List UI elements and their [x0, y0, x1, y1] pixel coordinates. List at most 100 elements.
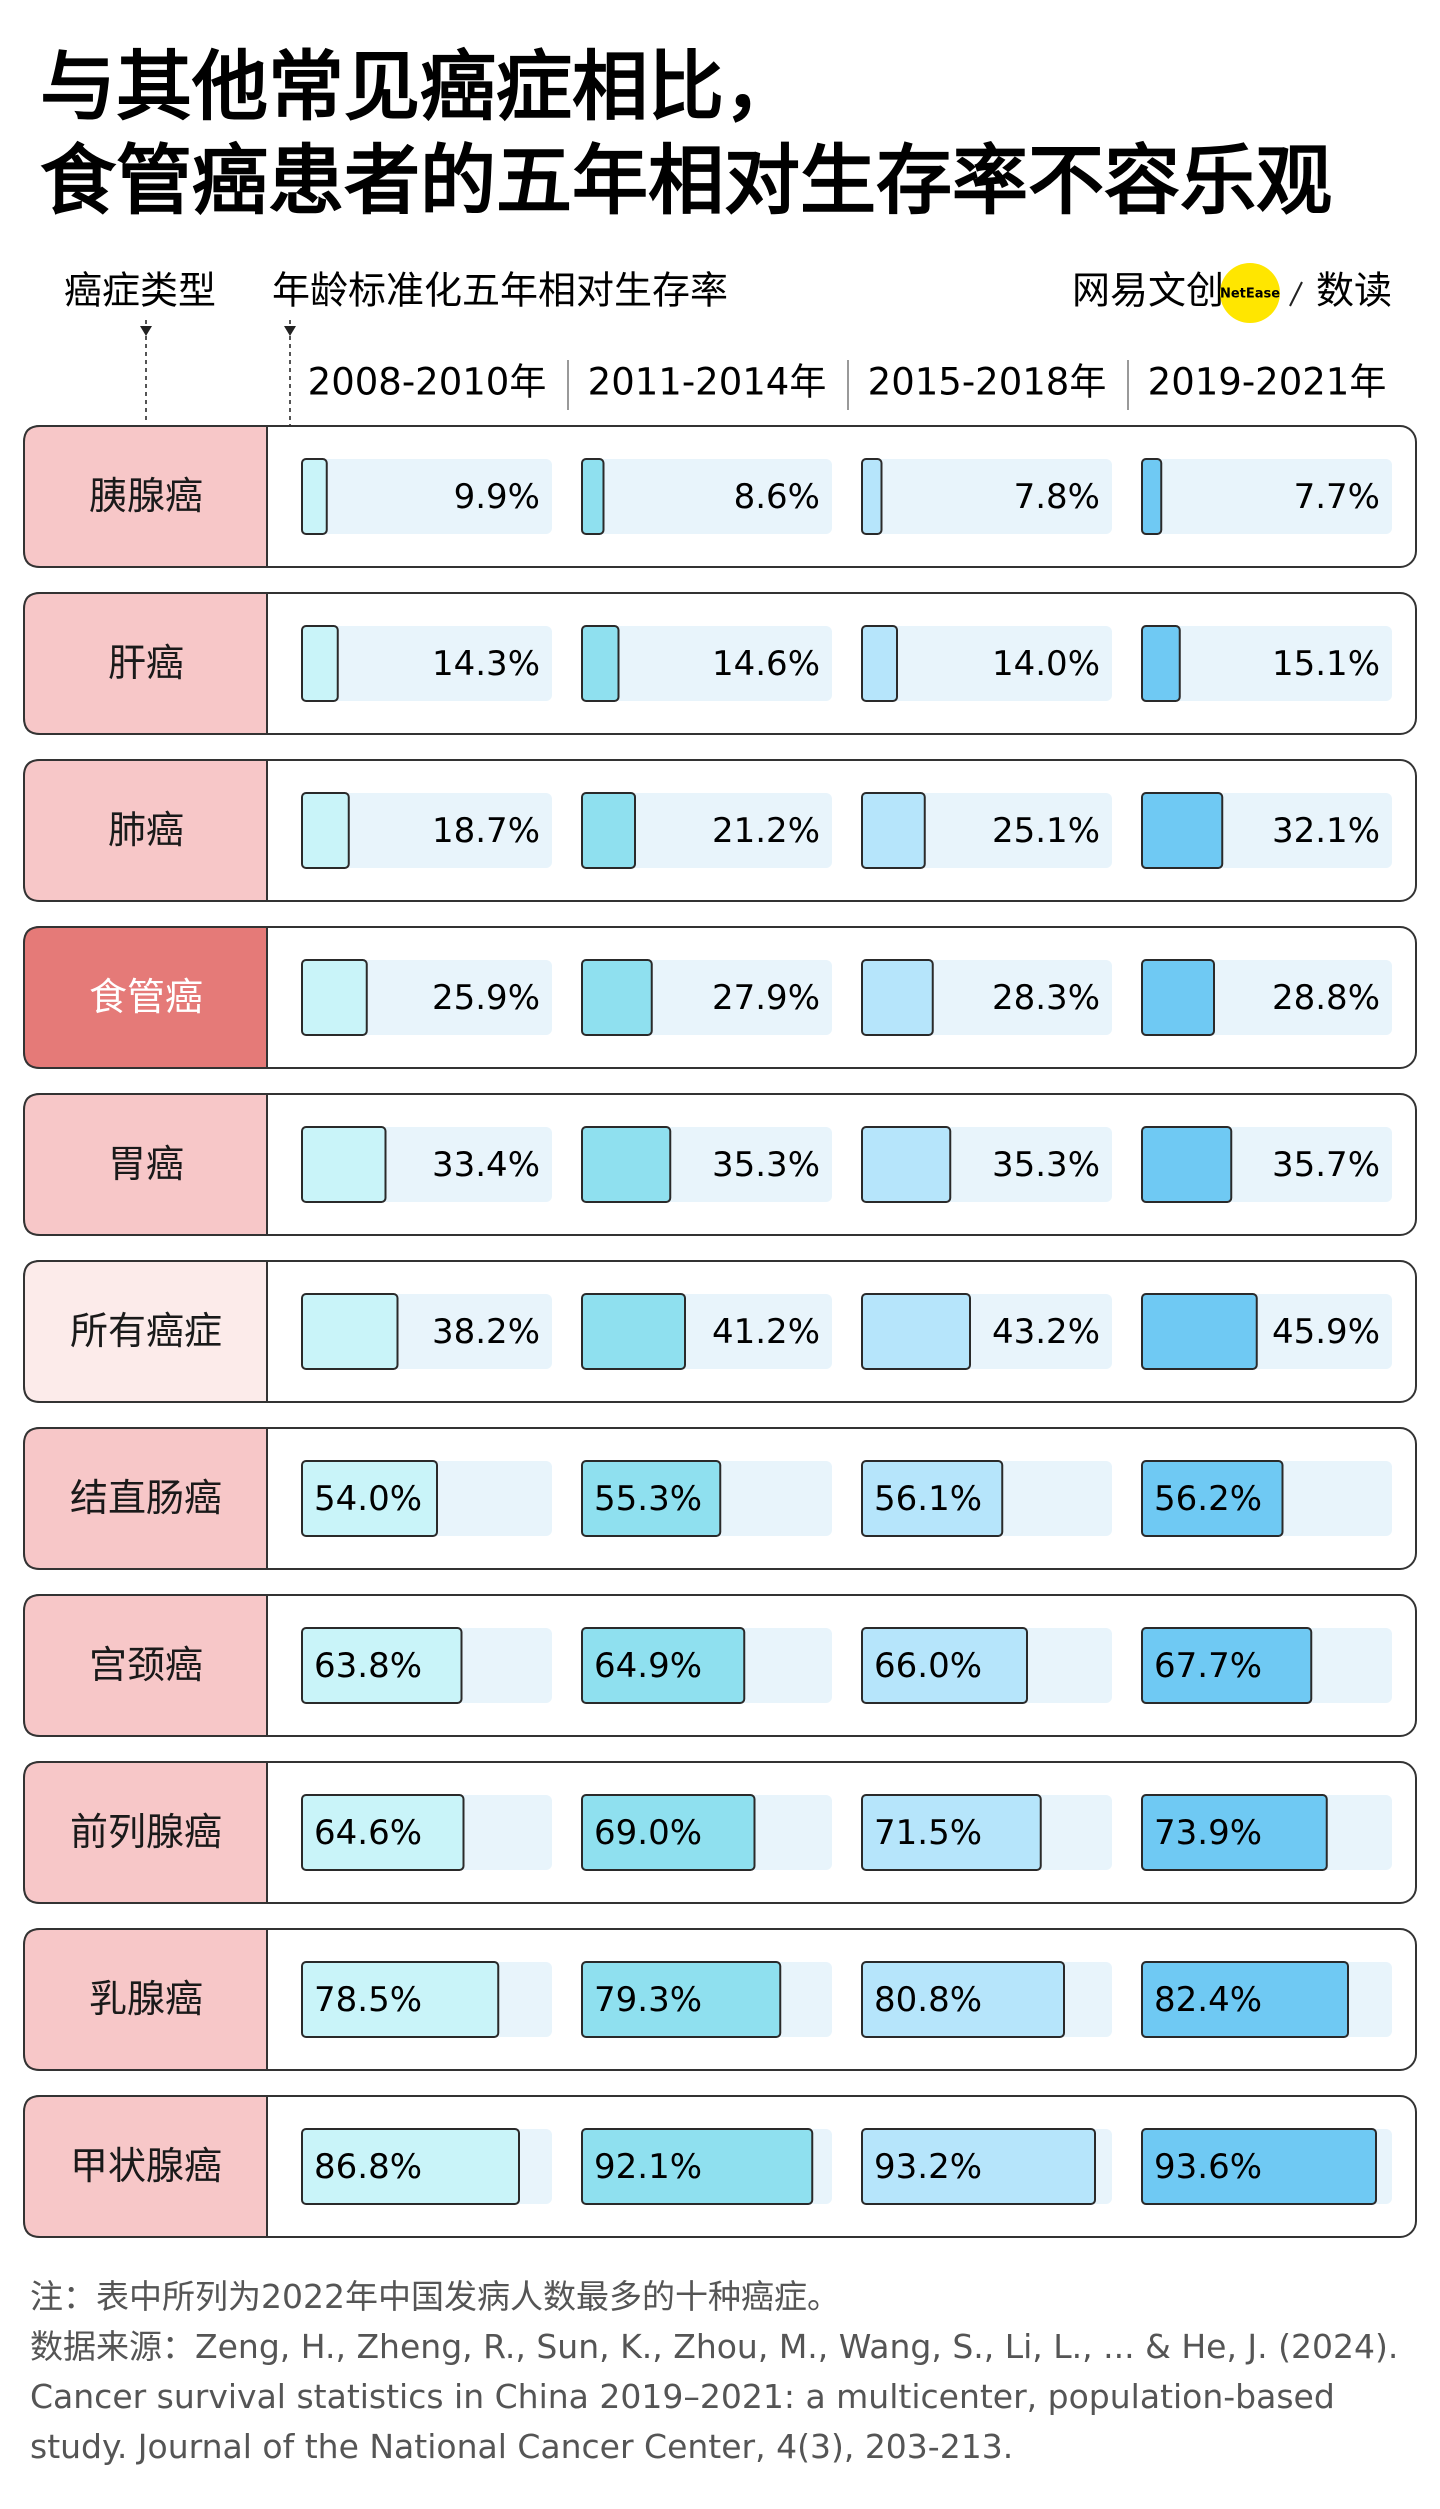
category-label: 宫颈癌 — [89, 1643, 203, 1687]
value-label: 8.6% — [734, 477, 820, 517]
value-label: 80.8% — [874, 1980, 982, 2020]
category-label: 前列腺癌 — [70, 1810, 222, 1854]
bar — [861, 1460, 1004, 1537]
category-label: 胃癌 — [108, 1142, 184, 1186]
value-label: 7.8% — [1014, 477, 1100, 517]
bar-track — [1142, 626, 1392, 701]
bar-track — [582, 459, 832, 534]
bar — [581, 1126, 672, 1203]
value-label: 45.9% — [1272, 1312, 1380, 1352]
category-cell — [23, 926, 268, 1069]
category-label: 胰腺癌 — [89, 474, 203, 518]
value-label: 38.2% — [432, 1312, 540, 1352]
note: 注：表中所列为2022年中国发病人数最多的十种癌症。 — [30, 2277, 840, 2316]
category-header: 癌症类型 — [64, 269, 216, 313]
value-label: 32.1% — [1272, 811, 1380, 851]
title-line: 食管癌患者的五年相对生存率不容乐观 — [40, 136, 1332, 225]
bar — [1141, 458, 1163, 535]
value-label: 35.7% — [1272, 1145, 1380, 1185]
value-label: 67.7% — [1154, 1646, 1262, 1686]
bar — [861, 1126, 952, 1203]
value-label: 43.2% — [992, 1312, 1100, 1352]
bar — [1141, 792, 1224, 869]
bar — [301, 1460, 438, 1537]
value-label: 73.9% — [1154, 1813, 1262, 1853]
bar — [861, 2128, 1096, 2205]
bar-track — [1142, 459, 1392, 534]
bar — [1141, 1460, 1284, 1537]
bar — [581, 1961, 782, 2038]
bar-track — [302, 793, 552, 868]
value-header: 年龄标准化五年相对生存率 — [272, 269, 728, 313]
category-label: 肝癌 — [108, 641, 184, 685]
value-label: 28.3% — [992, 978, 1100, 1018]
value-label: 93.2% — [874, 2147, 982, 2187]
value-label: 78.5% — [314, 1980, 422, 2020]
bar — [1141, 1794, 1328, 1871]
source: 数据来源：Zeng, H., Zheng, R., Sun, K., Zhou,… — [30, 2327, 1399, 2466]
value-label: 63.8% — [314, 1646, 422, 1686]
series-header: 2011-2014年 — [588, 361, 827, 404]
bar — [301, 1961, 500, 2038]
bar-track — [582, 793, 832, 868]
value-label: 25.1% — [992, 811, 1100, 851]
value-label: 9.9% — [454, 477, 540, 517]
bar — [301, 1126, 387, 1203]
value-label: 14.6% — [712, 644, 820, 684]
bar — [581, 1627, 746, 1704]
bar — [581, 959, 653, 1036]
value-label: 86.8% — [314, 2147, 422, 2187]
bar — [1141, 959, 1215, 1036]
value-label: 79.3% — [594, 1980, 702, 2020]
bar — [1141, 625, 1181, 702]
value-label: 14.0% — [992, 644, 1100, 684]
value-label: 66.0% — [874, 1646, 982, 1686]
category-cell — [23, 1594, 268, 1737]
bar — [581, 458, 605, 535]
bar — [301, 458, 328, 535]
value-label: 82.4% — [1154, 1980, 1262, 2020]
bar — [301, 1627, 463, 1704]
bar — [861, 1627, 1028, 1704]
bar — [301, 2128, 520, 2205]
bar — [301, 1794, 465, 1871]
category-cell — [23, 1928, 268, 2071]
series-header: 2019-2021年 — [1148, 361, 1387, 404]
bar — [1141, 1293, 1258, 1370]
bar-track — [302, 626, 552, 701]
value-label: 56.1% — [874, 1479, 982, 1519]
value-label: 35.3% — [712, 1145, 820, 1185]
bar — [581, 2128, 814, 2205]
bar — [581, 1460, 722, 1537]
value-label: 18.7% — [432, 811, 540, 851]
bar — [581, 625, 620, 702]
bar-track — [582, 626, 832, 701]
header-arrow — [284, 326, 296, 336]
category-cell — [23, 759, 268, 902]
value-label: 21.2% — [712, 811, 820, 851]
value-label: 15.1% — [1272, 644, 1380, 684]
value-label: 69.0% — [594, 1813, 702, 1853]
bar-track — [862, 626, 1112, 701]
value-label: 41.2% — [712, 1312, 820, 1352]
value-label: 64.9% — [594, 1646, 702, 1686]
category-label: 乳腺癌 — [89, 1977, 203, 2021]
bar — [861, 625, 898, 702]
value-label: 7.7% — [1294, 477, 1380, 517]
category-label: 结直肠癌 — [70, 1476, 222, 1520]
logo-badge-text: NetEase — [1220, 287, 1280, 302]
category-cell — [23, 1093, 268, 1236]
bar — [861, 959, 934, 1036]
logo-name: 网易文创 — [1072, 269, 1224, 313]
category-label: 肺癌 — [108, 808, 184, 852]
bar — [861, 792, 926, 869]
bar — [861, 1961, 1065, 2038]
category-cell — [23, 1761, 268, 1904]
notes: 注：表中所列为2022年中国发病人数最多的十种癌症。 数据来源：Zeng, H.… — [30, 2272, 1420, 2472]
bar — [581, 792, 636, 869]
bar — [861, 1794, 1042, 1871]
value-label: 33.4% — [432, 1145, 540, 1185]
bar — [1141, 1126, 1233, 1203]
logo-column: 数读 — [1316, 269, 1392, 313]
